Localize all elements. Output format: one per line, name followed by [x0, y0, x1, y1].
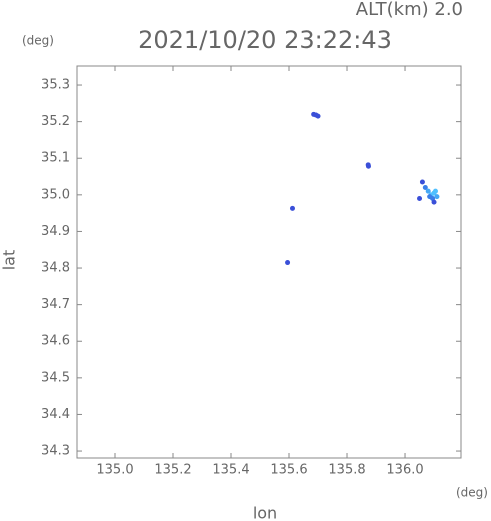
plot-frame: [76, 65, 462, 459]
chart-title: 2021/10/20 23:22:43: [138, 26, 392, 54]
echo-point: [422, 185, 428, 191]
echo-point: [425, 188, 431, 194]
x-tick-label: 135.8: [328, 463, 365, 478]
echo-point: [417, 195, 423, 201]
y-tick-label: 34.4: [41, 407, 70, 422]
y-tick-label: 34.7: [41, 297, 70, 312]
echo-point: [285, 260, 291, 266]
y-axis-label: lat: [0, 250, 19, 271]
y-tick-label: 35.0: [41, 187, 70, 202]
echo-point: [365, 163, 371, 169]
altitude-label: ALT(km) 2.0: [356, 0, 463, 20]
x-tick-label: 135.2: [154, 463, 191, 478]
y-tick-label: 34.9: [41, 224, 70, 239]
y-tick-label: 35.1: [41, 151, 70, 166]
x-tick-label: 135.0: [96, 463, 133, 478]
y-tick-label: 35.2: [41, 114, 70, 129]
echo-point: [427, 194, 433, 200]
x-tick-label: 135.6: [270, 463, 307, 478]
y-unit: (deg): [22, 34, 54, 48]
echo-point: [289, 205, 295, 211]
x-tick-label: 135.4: [212, 463, 249, 478]
y-tick-label: 34.6: [41, 334, 70, 349]
x-tick-label: 136.0: [386, 463, 423, 478]
echo-point: [432, 188, 438, 194]
echo-point: [315, 113, 321, 119]
x-axis-label: lon: [253, 504, 277, 521]
echo-point: [434, 194, 440, 200]
y-tick-label: 35.3: [41, 78, 70, 93]
x-unit: (deg): [456, 486, 488, 500]
echo-point: [419, 179, 425, 185]
y-tick-label: 34.3: [41, 444, 70, 459]
y-tick-label: 34.8: [41, 261, 70, 276]
echo-point: [431, 199, 437, 205]
y-tick-label: 34.5: [41, 370, 70, 385]
